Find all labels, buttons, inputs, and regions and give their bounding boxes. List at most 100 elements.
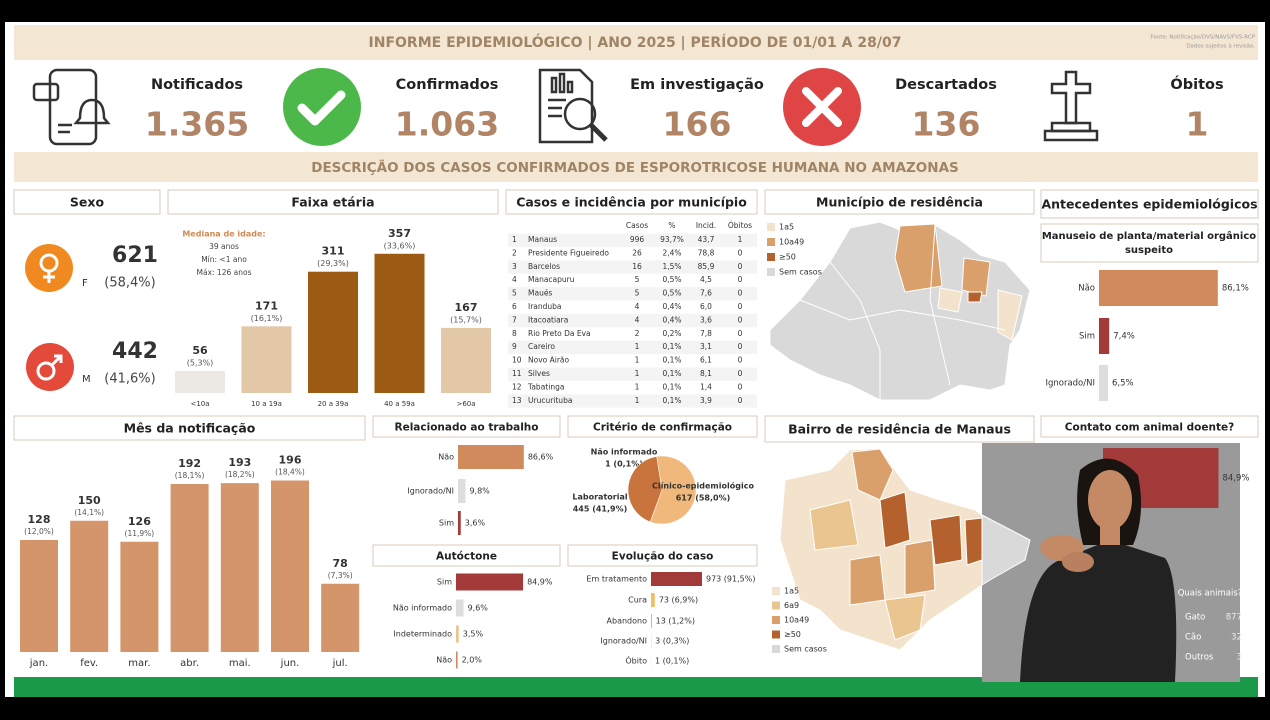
table-title: Quais animais? bbox=[1178, 589, 1243, 599]
kpi-label: Notificados bbox=[151, 77, 243, 93]
bar bbox=[456, 573, 524, 591]
table-cell: 0,1% bbox=[662, 356, 681, 365]
column-header: Incid. bbox=[696, 221, 716, 230]
row-number: 9 bbox=[512, 342, 517, 351]
table-cell: 43,7 bbox=[698, 235, 715, 244]
share-label: (18,4%) bbox=[275, 468, 305, 477]
table-cell: 0 bbox=[738, 329, 743, 338]
data-label: 86,6% bbox=[528, 453, 554, 462]
bar bbox=[458, 445, 524, 469]
table-cell: 85,9 bbox=[698, 262, 715, 271]
bar bbox=[456, 651, 458, 669]
table-cell: 93,7% bbox=[660, 235, 684, 244]
category-label: Cura bbox=[628, 596, 647, 605]
bar bbox=[1099, 318, 1110, 354]
table-cell: 0,5% bbox=[662, 289, 681, 298]
panel-header bbox=[567, 415, 758, 438]
category-label: Ignorado/NI bbox=[407, 487, 454, 496]
x-tick-label: fev. bbox=[80, 658, 98, 669]
data-label: 311 bbox=[322, 245, 345, 258]
table-cell: 0,4% bbox=[662, 315, 681, 324]
municipality: Manaus bbox=[528, 235, 557, 244]
share-label: (18,2%) bbox=[225, 470, 255, 479]
table-cell: 0,1% bbox=[662, 382, 681, 391]
interpreter bbox=[1020, 458, 1177, 682]
data-label: 357 bbox=[388, 227, 411, 240]
table-cell: 6,1 bbox=[700, 356, 712, 365]
category-label: Sim bbox=[1079, 332, 1095, 342]
municipality: Tabatinga bbox=[527, 382, 564, 391]
share-label: (5,3%) bbox=[187, 359, 214, 368]
row-band bbox=[508, 233, 757, 247]
table-cell: 1 bbox=[635, 396, 640, 405]
table-cell: 1 bbox=[635, 382, 640, 391]
bar bbox=[321, 583, 360, 652]
bar bbox=[175, 371, 225, 393]
legend-label: 10a49 bbox=[784, 616, 809, 625]
panel-title: Mês da notificação bbox=[124, 421, 256, 436]
table-cell: 0 bbox=[738, 356, 743, 365]
x-tick-label: <10a bbox=[190, 400, 209, 408]
bar bbox=[271, 480, 309, 652]
row-number: 7 bbox=[512, 315, 517, 324]
pie-slice bbox=[650, 455, 697, 525]
data-label: 9,8% bbox=[469, 487, 490, 496]
slice-label: Clínico-epidemiológico bbox=[652, 481, 754, 491]
table-cell: 0,1% bbox=[662, 396, 681, 405]
pie-slice bbox=[627, 456, 663, 523]
x-tick-label: jul. bbox=[332, 658, 348, 669]
category-label: Abandono bbox=[607, 617, 648, 626]
x-tick-label: jan. bbox=[29, 658, 48, 669]
row-number: 5 bbox=[512, 289, 517, 298]
table-cell: 996 bbox=[630, 235, 645, 244]
category-label: Óbito bbox=[625, 655, 647, 666]
data-label: 86,1% bbox=[1222, 284, 1249, 294]
panel-header bbox=[13, 415, 366, 441]
table-cell: 2 bbox=[635, 329, 640, 338]
x-tick-label: 40 a 59a bbox=[384, 400, 415, 408]
bar bbox=[220, 483, 259, 652]
data-label: 6,5% bbox=[1112, 379, 1134, 389]
panel-title: Casos e incidência por município bbox=[516, 195, 747, 210]
category-label: Ignorado/NI bbox=[1045, 379, 1095, 389]
category-label: Sim bbox=[439, 519, 454, 528]
legend-swatch bbox=[767, 238, 775, 246]
panel-title: Evolução do caso bbox=[612, 551, 714, 563]
row-number: 6 bbox=[512, 302, 517, 311]
row-band bbox=[508, 260, 757, 274]
data-label: 126 bbox=[128, 515, 151, 528]
category-label: Indeterminado bbox=[393, 630, 452, 639]
category-label: Não bbox=[436, 656, 452, 665]
source: Fonte: Notificação/DVS/NAVS/FVS-RCP bbox=[1150, 35, 1255, 41]
category-label: Não bbox=[438, 453, 454, 462]
slice-label: Não informado bbox=[591, 448, 658, 457]
table-cell: 0,4% bbox=[662, 302, 681, 311]
legend-label: ≥50 bbox=[779, 253, 796, 262]
note: Máx: 126 anos bbox=[197, 268, 252, 277]
municipality: Novo Airão bbox=[528, 356, 570, 365]
panel-header bbox=[764, 189, 1035, 215]
data-label: 84,9% bbox=[527, 578, 553, 587]
data-label: 3 (0,3%) bbox=[655, 637, 689, 646]
kpi-label: Em investigação bbox=[630, 77, 764, 93]
source-note: Dados sujeitos à revisão. bbox=[1186, 43, 1255, 50]
municipality: Iranduba bbox=[528, 302, 562, 311]
data-label: 3,5% bbox=[463, 630, 484, 639]
row-band bbox=[508, 394, 757, 408]
bar bbox=[120, 541, 159, 652]
panel-header bbox=[1040, 415, 1259, 438]
bar bbox=[170, 484, 209, 652]
data-label: 193 bbox=[228, 456, 251, 469]
municipality: Silves bbox=[528, 369, 550, 378]
table-cell: 7,8 bbox=[700, 329, 712, 338]
legend-label: 6a9 bbox=[784, 601, 799, 610]
panel-header bbox=[372, 415, 561, 438]
x-icon bbox=[783, 68, 861, 146]
row-number: 11 bbox=[512, 369, 522, 378]
check-icon bbox=[283, 68, 361, 146]
share-label: (11,9%) bbox=[125, 529, 155, 538]
share-label: (29,3%) bbox=[317, 259, 349, 268]
bar bbox=[456, 625, 459, 643]
panel-header bbox=[167, 189, 499, 215]
legend-label: 1a5 bbox=[779, 223, 794, 232]
